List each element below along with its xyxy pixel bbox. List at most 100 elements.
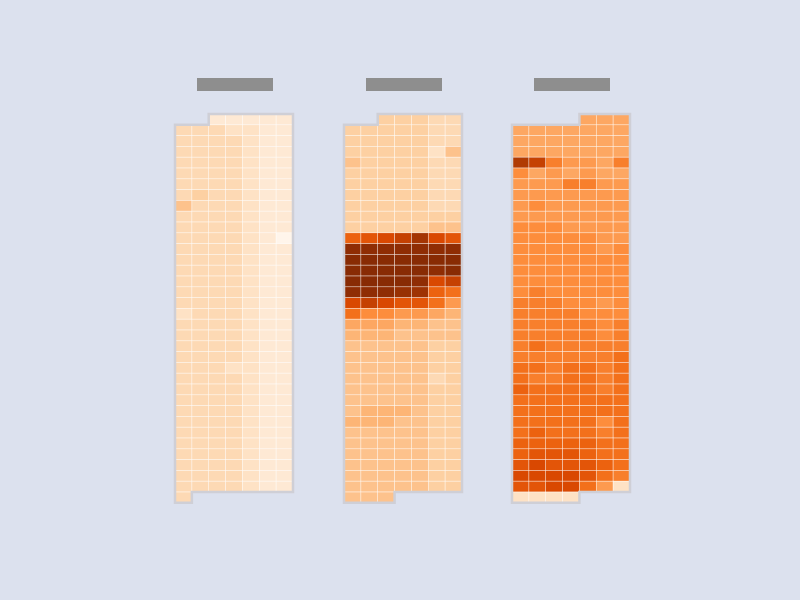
heatmap-cell xyxy=(174,383,193,396)
heatmap-cell xyxy=(511,146,530,158)
heatmap-cell xyxy=(242,459,260,471)
heatmap-cell xyxy=(377,491,395,504)
heatmap-cell xyxy=(258,351,277,363)
heatmap-cell xyxy=(427,124,446,136)
heatmap-cell xyxy=(595,459,614,471)
heatmap-cell xyxy=(275,308,294,320)
heatmap-cell xyxy=(528,394,547,406)
heatmap-cell xyxy=(579,286,597,298)
heatmap-cell xyxy=(579,135,597,147)
heatmap-cell xyxy=(612,210,631,223)
heatmap-cell xyxy=(191,221,210,234)
heatmap-cell xyxy=(208,210,226,223)
heatmap-cell xyxy=(174,459,193,471)
heatmap-cell xyxy=(208,156,226,169)
heatmap-cell xyxy=(191,189,210,201)
heatmap-cell xyxy=(394,362,412,374)
heatmap-cell xyxy=(528,254,547,266)
heatmap-cell xyxy=(394,448,412,460)
heatmap-cell xyxy=(225,167,243,180)
heatmap-cell xyxy=(360,275,379,288)
heatmap-cell xyxy=(427,135,446,147)
heatmap-cell xyxy=(579,416,597,428)
heatmap-cell xyxy=(612,297,631,309)
heatmap-cell xyxy=(275,426,294,439)
heatmap-cell xyxy=(377,329,395,342)
heatmap-cell xyxy=(511,189,530,201)
heatmap-cell xyxy=(394,416,412,428)
heatmap-cell xyxy=(242,437,260,450)
heatmap-cell xyxy=(208,243,226,255)
heatmap-cell xyxy=(174,491,193,504)
heatmap-cell xyxy=(208,470,226,482)
heatmap-cell xyxy=(411,156,429,169)
heatmap-cell xyxy=(595,146,614,158)
heatmap-cell xyxy=(562,405,580,417)
heatmap-cell xyxy=(360,459,379,471)
heatmap-cell xyxy=(528,189,547,201)
heatmap-cell xyxy=(612,254,631,266)
heatmap-cell xyxy=(511,200,530,212)
heatmap-cell xyxy=(258,329,277,342)
heatmap-cell xyxy=(427,459,446,471)
heatmap-cell xyxy=(242,362,260,374)
heatmap-cell xyxy=(208,308,226,320)
heatmap-cell xyxy=(595,372,614,385)
heatmap-cell xyxy=(242,124,260,136)
heatmap-cell xyxy=(275,210,294,223)
heatmap-cell xyxy=(511,221,530,234)
heatmap-cell xyxy=(225,372,243,385)
heatmap-cell xyxy=(444,167,463,180)
heatmap-cell xyxy=(411,448,429,460)
heatmap-cell xyxy=(191,448,210,460)
heatmap-cell xyxy=(562,308,580,320)
heatmap-cell xyxy=(394,156,412,169)
heatmap-cell xyxy=(208,362,226,374)
heatmap-cell xyxy=(545,221,563,234)
heatmap-cell xyxy=(174,264,193,277)
heatmap-cell xyxy=(343,275,362,288)
heatmap-cell xyxy=(242,394,260,406)
heatmap-cell xyxy=(612,459,631,471)
heatmap-cell xyxy=(511,329,530,342)
heatmap-cell xyxy=(511,254,530,266)
heatmap-cell xyxy=(360,243,379,255)
heatmap-cell xyxy=(208,405,226,417)
heatmap-cell xyxy=(208,189,226,201)
heatmap-cell xyxy=(562,297,580,309)
heatmap-cell xyxy=(579,437,597,450)
heatmap-cell xyxy=(511,308,530,320)
heatmap-cell xyxy=(208,167,226,180)
heatmap-cell xyxy=(394,437,412,450)
heatmap-cell xyxy=(545,372,563,385)
heatmap-cell xyxy=(595,470,614,482)
heatmap-cell xyxy=(562,351,580,363)
heatmap-cell xyxy=(595,297,614,309)
heatmap-cell xyxy=(562,135,580,147)
heatmap-cell xyxy=(174,448,193,460)
heatmap-cell xyxy=(343,340,362,352)
heatmap-cell xyxy=(242,254,260,266)
heatmap-cell xyxy=(343,221,362,234)
heatmap-cell xyxy=(174,135,193,147)
heatmap-cell xyxy=(545,437,563,450)
heatmap-cell xyxy=(411,135,429,147)
heatmap-cell xyxy=(444,416,463,428)
heatmap-cell xyxy=(579,254,597,266)
heatmap-cell xyxy=(612,156,631,169)
heatmap-cell xyxy=(242,329,260,342)
heatmap-cell xyxy=(242,426,260,439)
heatmap-cell xyxy=(174,426,193,439)
heatmap-cell xyxy=(275,448,294,460)
heatmap-cell xyxy=(275,405,294,417)
heatmap-cell xyxy=(595,243,614,255)
heatmap-cell xyxy=(208,416,226,428)
panel-title-placeholder xyxy=(366,78,442,91)
heatmap-cell xyxy=(360,416,379,428)
heatmap-cell xyxy=(343,470,362,482)
heatmap-cell xyxy=(258,243,277,255)
heatmap-cell xyxy=(360,491,379,504)
heatmap-cell xyxy=(258,264,277,277)
heatmap-cell xyxy=(191,264,210,277)
